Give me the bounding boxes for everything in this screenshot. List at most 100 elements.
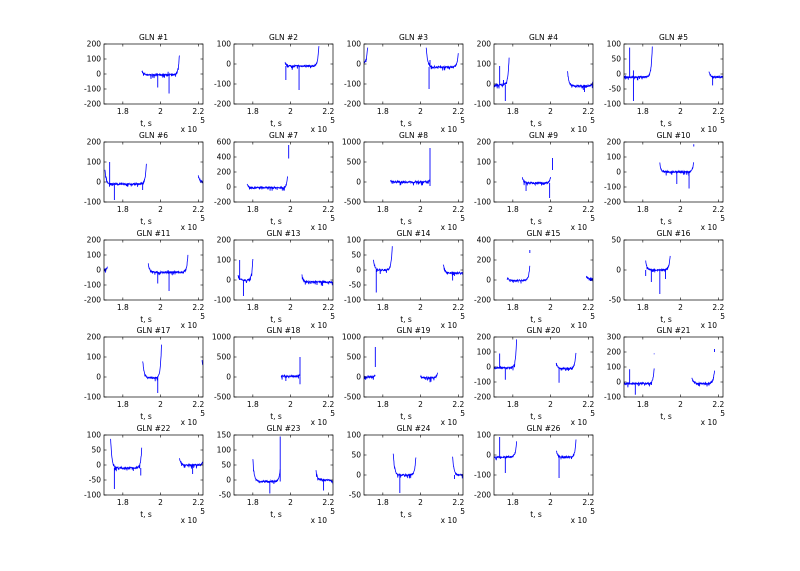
y-tick-label: 100 xyxy=(607,40,622,49)
x-tick-label: 1.8 xyxy=(377,303,389,312)
x-tick-label: 1.8 xyxy=(637,205,649,214)
data-layer xyxy=(237,258,333,296)
subplot-title: GLN #1 xyxy=(139,33,168,42)
y-tick-label: -100 xyxy=(84,198,101,207)
x-exponent-power: 5 xyxy=(590,312,595,321)
subplot-title: GLN #2 xyxy=(269,33,298,42)
x-tick-label: 1.8 xyxy=(377,205,389,214)
data-layer xyxy=(373,246,463,293)
x-axis-label: t, s xyxy=(530,315,542,324)
x-tick-label: 2 xyxy=(418,400,423,409)
y-tick-label: 0 xyxy=(226,276,231,285)
x-exponent-label: x 10 xyxy=(571,125,588,134)
y-tick-label: -100 xyxy=(474,198,491,207)
data-line xyxy=(147,254,189,276)
y-tick-label: 0 xyxy=(226,476,231,485)
data-layer xyxy=(364,347,438,383)
y-tick-label: 0 xyxy=(616,70,621,79)
data-line xyxy=(104,163,147,187)
x-exponent-label: x 10 xyxy=(571,223,588,232)
x-axis-label: t, s xyxy=(530,217,542,226)
x-tick-label: 2 xyxy=(678,205,683,214)
x-tick-label: 1.8 xyxy=(117,498,129,507)
data-line xyxy=(301,274,333,287)
x-tick-label: 2 xyxy=(288,205,293,214)
x-tick-label: 2.2 xyxy=(712,400,724,409)
x-exponent-power: 5 xyxy=(330,214,335,223)
y-tick-label: 400 xyxy=(477,236,492,245)
y-tick-label: 200 xyxy=(87,333,102,342)
y-tick-label: 1000 xyxy=(342,138,361,147)
data-layer xyxy=(521,158,553,198)
data-layer xyxy=(284,46,320,90)
x-tick-label: 1.8 xyxy=(507,498,519,507)
data-layer xyxy=(659,144,695,189)
x-tick-label: 2 xyxy=(158,205,163,214)
y-tick-label: 400 xyxy=(217,153,232,162)
data-line xyxy=(494,339,517,371)
x-axis-label: t, s xyxy=(140,510,152,519)
x-axis-label: t, s xyxy=(270,510,282,519)
y-tick-label: 0 xyxy=(486,363,491,372)
x-tick-label: 2.2 xyxy=(452,205,464,214)
y-tick-label: -200 xyxy=(474,296,491,305)
x-exponent-power: 5 xyxy=(330,312,335,321)
y-tick-label: 100 xyxy=(607,363,622,372)
subplot-13: 1.8 2 2.2 -100 0 100 200 GLN #13 t, s 5x 10 xyxy=(214,229,335,330)
data-layer xyxy=(364,47,459,89)
x-tick-label: 2.2 xyxy=(582,107,594,116)
y-tick-label: 100 xyxy=(87,353,102,362)
x-exponent-label: x 10 xyxy=(311,418,328,427)
x-axis-label: t, s xyxy=(140,119,152,128)
data-line xyxy=(586,275,593,282)
y-tick-label: 100 xyxy=(87,55,102,64)
x-tick-label: 1.8 xyxy=(247,400,259,409)
y-tick-label: -100 xyxy=(84,491,101,500)
x-tick-label: 2.2 xyxy=(192,400,204,409)
data-layer xyxy=(110,438,203,489)
x-tick-label: 1.8 xyxy=(247,107,259,116)
x-tick-label: 1.8 xyxy=(507,107,519,116)
x-tick-label: 2 xyxy=(288,400,293,409)
subplot-title: GLN #14 xyxy=(397,229,431,238)
y-tick-label: 50 xyxy=(351,451,361,460)
x-tick-label: 2 xyxy=(678,400,683,409)
y-tick-label: -100 xyxy=(604,183,621,192)
y-tick-label: 1000 xyxy=(342,333,361,342)
y-tick-label: 50 xyxy=(611,55,621,64)
data-line xyxy=(373,246,393,275)
y-tick-label: 200 xyxy=(217,168,232,177)
y-tick-label: 200 xyxy=(607,348,622,357)
x-exponent-power: 5 xyxy=(720,312,725,321)
y-tick-label: -200 xyxy=(474,491,491,500)
x-exponent-power: 5 xyxy=(720,214,725,223)
data-line xyxy=(555,352,577,372)
x-tick-label: 2 xyxy=(548,107,553,116)
y-tick-label: -500 xyxy=(344,393,361,402)
subplot-title: GLN #4 xyxy=(529,33,558,42)
x-axis-label: t, s xyxy=(140,217,152,226)
x-tick-label: 2 xyxy=(548,303,553,312)
subplot-title: GLN #3 xyxy=(399,33,428,42)
axes-box xyxy=(623,239,724,301)
x-exponent-label: x 10 xyxy=(311,516,328,525)
x-exponent-label: x 10 xyxy=(311,321,328,330)
y-tick-label: -100 xyxy=(604,393,621,402)
data-line xyxy=(645,255,671,273)
subplot-11: 1.8 2 2.2 -200 -100 0 100 200 GLN #11 t, s 5x 10 xyxy=(84,229,205,330)
y-tick-label: 0 xyxy=(486,451,491,460)
x-tick-label: 2.2 xyxy=(712,107,724,116)
y-tick-label: -50 xyxy=(349,491,361,500)
x-exponent-power: 5 xyxy=(590,214,595,223)
subplot-title: GLN #15 xyxy=(527,229,561,238)
x-exponent-label: x 10 xyxy=(441,223,458,232)
x-exponent-power: 5 xyxy=(200,409,205,418)
axes-box xyxy=(363,336,464,398)
x-tick-label: 2.2 xyxy=(452,107,464,116)
x-exponent-label: x 10 xyxy=(181,223,198,232)
y-tick-label: 50 xyxy=(221,461,231,470)
subplot-title: GLN #11 xyxy=(137,229,171,238)
subplot-title: GLN #7 xyxy=(269,131,298,140)
y-tick-label: 100 xyxy=(477,158,492,167)
data-line xyxy=(691,370,715,387)
